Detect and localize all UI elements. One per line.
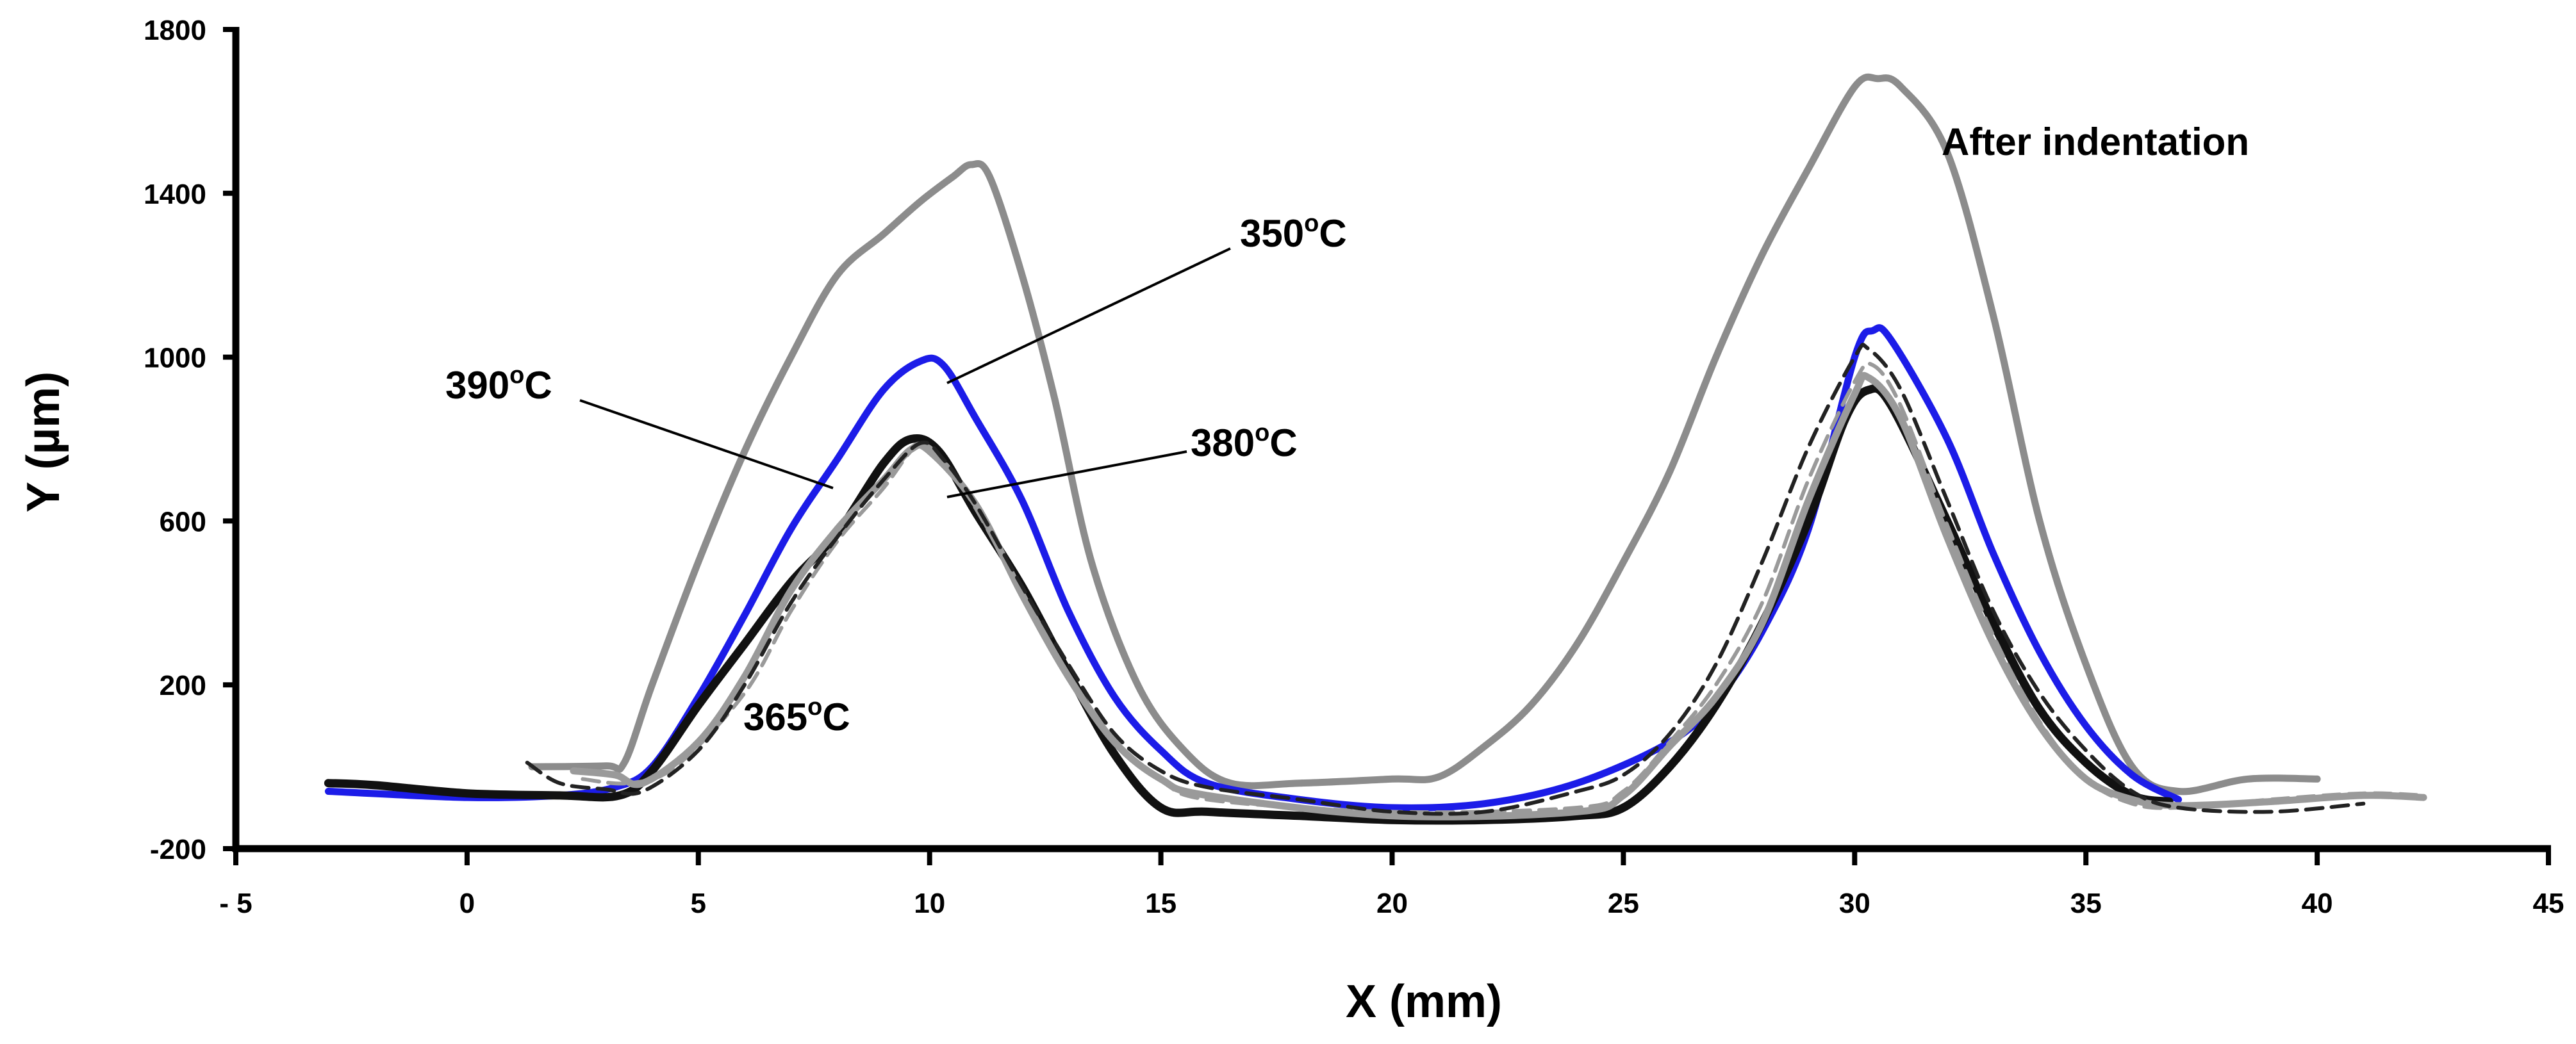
series-line-4-365-c-grey-dashed — [581, 361, 2426, 815]
annotation-leader-line-t390 — [579, 399, 834, 489]
annotation-unit: C — [1319, 212, 1346, 255]
y-tick-label: 600 — [160, 506, 206, 537]
annotation-unit: C — [524, 364, 552, 407]
annotation-leader-line-t350 — [946, 247, 1231, 384]
annotation-t380: 380oC — [1191, 420, 1298, 464]
annotation-t350: 350oC — [1240, 210, 1347, 255]
axes: - 5 0 5 10 15 20 25 30 35 40 45 -200 200 600 1000 1400 1… — [18, 15, 2564, 1027]
x-tick-label: 45 — [2533, 888, 2564, 919]
x-axis-title: X (mm) — [1346, 976, 1502, 1027]
annotation-leader-line-t380 — [946, 450, 1187, 498]
annotation-degree-sup: o — [1255, 420, 1269, 446]
annotation-after: After indentation — [1942, 120, 2249, 163]
x-tick-label: 5 — [691, 888, 706, 919]
annotation-text: 350 — [1240, 212, 1304, 255]
x-tick-label: 0 — [459, 888, 475, 919]
x-tick-label: - 5 — [219, 888, 252, 919]
annotation-text: 390 — [445, 364, 509, 407]
x-tick-label: 25 — [1608, 888, 1639, 919]
annotation-degree-sup: o — [807, 694, 822, 721]
y-tick-label: 200 — [160, 670, 206, 701]
x-tick-label: 40 — [2302, 888, 2333, 919]
x-tick-label: 30 — [1839, 888, 1870, 919]
y-axis-title: Y (µm) — [18, 371, 69, 512]
annotation-degree-sup: o — [509, 362, 524, 389]
x-tick-label: 15 — [1145, 888, 1177, 919]
series-line-3-380-c — [570, 371, 2427, 820]
y-tick-label: 1400 — [144, 179, 206, 210]
annotation-unit: C — [1269, 421, 1297, 464]
y-tick-label: 1000 — [144, 343, 206, 374]
annotation-unit: C — [822, 696, 850, 738]
annotation-t390: 390oC — [445, 362, 552, 407]
annotation-text: After indentation — [1942, 120, 2249, 163]
annotation-t365: 365oC — [743, 694, 850, 738]
x-tick-label: 10 — [914, 888, 945, 919]
series-layer — [324, 73, 2427, 825]
y-tick-label: -200 — [150, 834, 206, 865]
x-tick-label: 35 — [2070, 888, 2102, 919]
x-tick-label: 20 — [1376, 888, 1408, 919]
series-line-0-after-indentation — [528, 73, 2321, 795]
y-tick-label: 1800 — [144, 15, 206, 46]
series-line-1-350-c — [324, 324, 2183, 812]
annotation-text: 380 — [1191, 421, 1255, 464]
series-line-5-365-c — [525, 343, 2366, 816]
annotation-text: 365 — [743, 696, 807, 738]
annotation-degree-sup: o — [1304, 210, 1319, 237]
